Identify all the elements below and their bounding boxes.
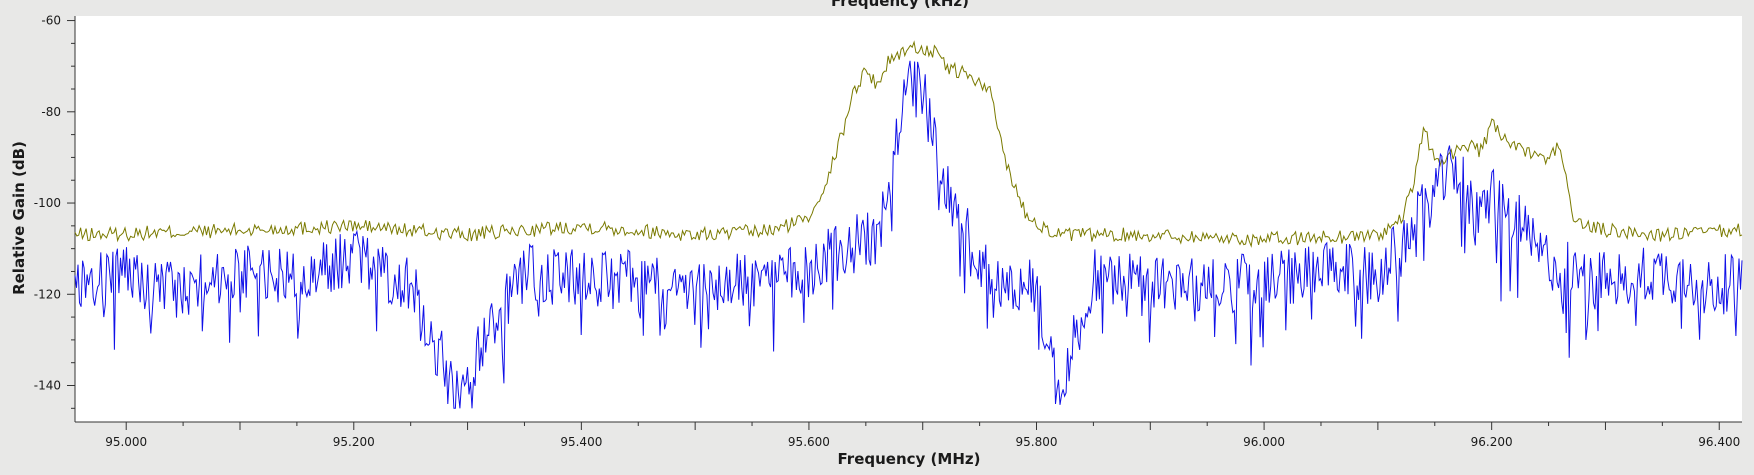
x-tick-label: 95.000	[105, 435, 147, 449]
y-axis: -60 -80 -100 -120 -140	[34, 14, 76, 422]
y-tick-label: -120	[34, 287, 61, 301]
y-tick-label: -80	[41, 105, 61, 119]
series-lines	[74, 40, 1743, 409]
x-tick-label: 95.600	[788, 435, 830, 449]
instant-spectrum-line	[74, 60, 1743, 409]
x-tick-label: 96.000	[1243, 435, 1285, 449]
y-tick-label: -60	[41, 14, 61, 28]
x-tick-label: 95.800	[1016, 435, 1058, 449]
y-tick-label: -140	[34, 379, 61, 393]
top-axis-title: Frequency (kHz)	[831, 0, 969, 10]
average-spectrum-line	[74, 40, 1743, 248]
x-tick-label: 96.400	[1698, 435, 1740, 449]
x-axis: 95.000 95.200 95.400 95.600 95.800 96.000 96.2…	[75, 421, 1742, 449]
plot-area	[75, 16, 1742, 422]
x-tick-label: 95.200	[333, 435, 375, 449]
x-tick-label: 95.400	[560, 435, 602, 449]
y-axis-title: Relative Gain (dB)	[10, 141, 28, 295]
x-axis-title: Frequency (MHz)	[838, 450, 981, 468]
y-tick-label: -100	[34, 196, 61, 210]
x-tick-label: 96.200	[1471, 435, 1513, 449]
